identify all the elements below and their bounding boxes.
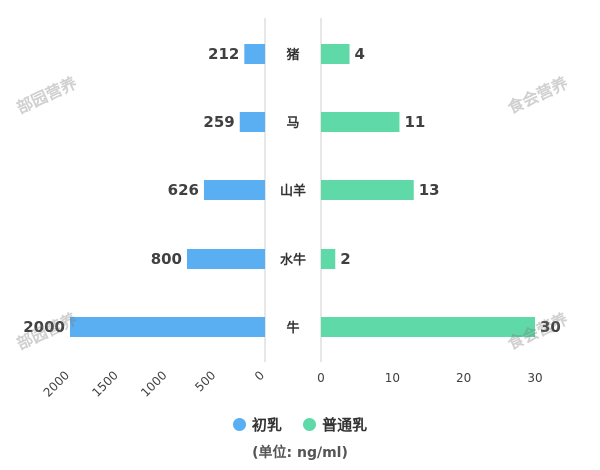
x-tick-label-colostrum: 500 bbox=[192, 368, 218, 394]
data-label-colostrum: 2000 bbox=[23, 318, 65, 336]
legend-marker-normal-milk bbox=[303, 418, 317, 431]
data-label-normal-milk: 30 bbox=[540, 318, 561, 336]
x-tick-label-normal-milk: 0 bbox=[317, 371, 325, 385]
x-tick-label-colostrum: 2000 bbox=[41, 368, 72, 399]
bar-colostrum bbox=[203, 180, 265, 200]
x-tick-label-normal-milk: 20 bbox=[456, 371, 471, 385]
category-label: 猪 bbox=[285, 47, 299, 63]
legend-item-normal-milk[interactable]: 普通乳 bbox=[303, 414, 367, 435]
x-tick-label-normal-milk: 30 bbox=[527, 371, 542, 385]
bar-colostrum bbox=[187, 249, 265, 269]
bar-normal-milk bbox=[321, 180, 414, 200]
data-label-normal-milk: 11 bbox=[404, 113, 425, 131]
bar-normal-milk bbox=[321, 44, 350, 64]
data-label-normal-milk: 13 bbox=[419, 181, 440, 199]
data-label-colostrum: 259 bbox=[203, 113, 234, 131]
legend: 初乳 普通乳 bbox=[0, 414, 600, 435]
data-label-colostrum: 800 bbox=[151, 250, 182, 268]
category-label: 水牛 bbox=[280, 252, 306, 268]
x-tick-label-colostrum: 1500 bbox=[89, 368, 120, 399]
legend-marker-colostrum bbox=[232, 418, 246, 431]
category-label: 牛 bbox=[286, 320, 299, 336]
bar-colostrum bbox=[244, 44, 265, 64]
bar-colostrum bbox=[239, 112, 265, 132]
data-label-normal-milk: 2 bbox=[340, 250, 350, 268]
data-label-colostrum: 212 bbox=[208, 45, 239, 63]
legend-label-normal-milk: 普通乳 bbox=[322, 416, 368, 434]
bar-normal-milk bbox=[321, 249, 336, 269]
data-label-normal-milk: 4 bbox=[355, 45, 365, 63]
bar-normal-milk bbox=[321, 112, 400, 132]
bar-normal-milk bbox=[321, 317, 535, 337]
bar-colostrum bbox=[70, 317, 265, 337]
x-tick-label-colostrum: 0 bbox=[252, 368, 267, 383]
x-tick-label-colostrum: 1000 bbox=[138, 368, 169, 399]
category-label: 马 bbox=[286, 116, 299, 131]
data-label-colostrum: 626 bbox=[168, 181, 199, 199]
legend-label-colostrum: 初乳 bbox=[251, 416, 282, 434]
x-tick-label-normal-milk: 10 bbox=[385, 371, 400, 385]
legend-item-colostrum[interactable]: 初乳 bbox=[232, 414, 282, 435]
category-label: 山羊 bbox=[280, 183, 306, 199]
unit-label: (单位: ng/ml) bbox=[252, 445, 348, 461]
